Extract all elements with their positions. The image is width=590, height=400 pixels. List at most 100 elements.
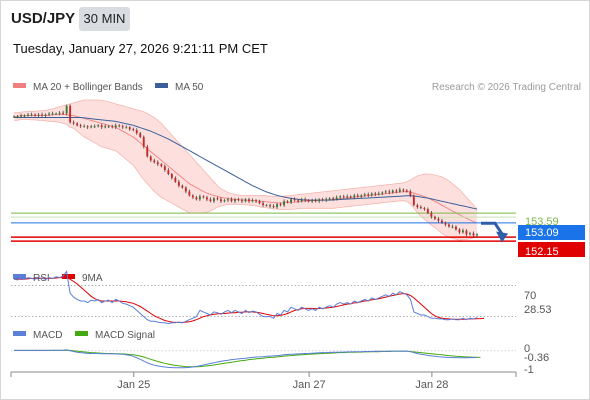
price-candle-body xyxy=(314,200,317,202)
price-candle-body xyxy=(258,201,261,204)
price-candle-body xyxy=(128,127,131,130)
price-candle-body xyxy=(279,204,282,206)
price-candle-body xyxy=(332,198,335,200)
datetime-label: Tuesday, January 27, 2026 9:21:11 PM CET xyxy=(13,41,268,56)
price-candle-body xyxy=(107,126,110,128)
price-candle-body xyxy=(213,198,215,202)
price-candle-body xyxy=(30,114,33,116)
price-candle-body xyxy=(293,199,296,201)
price-candle-body xyxy=(156,162,159,165)
price-candle-body xyxy=(234,199,236,202)
price-candle-body xyxy=(206,197,208,200)
price-candle-body xyxy=(62,112,64,114)
rsi-line xyxy=(13,270,478,325)
legend-label-macd: MACD xyxy=(33,330,62,341)
price-candle-body xyxy=(237,199,240,201)
legend-swatch-ma50 xyxy=(155,83,168,88)
price-candle-body xyxy=(405,190,408,192)
price-candle-body xyxy=(458,229,461,233)
price-candle-body xyxy=(402,189,405,191)
price-candle-body xyxy=(55,113,57,115)
price-candle-body xyxy=(86,126,89,128)
price-candle-body xyxy=(72,122,75,124)
price-candle-body xyxy=(37,114,40,116)
legend-swatch-bollinger xyxy=(13,83,26,88)
price-candle-body xyxy=(416,205,419,208)
price-candle-body xyxy=(27,114,29,116)
price-candle-body xyxy=(328,198,331,200)
price-candle-body xyxy=(426,209,429,213)
price-candle-body xyxy=(184,187,187,192)
price-candle-body xyxy=(121,126,124,128)
price-candle-body xyxy=(272,206,275,208)
price-candle-body xyxy=(125,127,128,129)
price-candle-body xyxy=(76,123,79,126)
price-candle-body xyxy=(342,196,345,198)
price-candle-body xyxy=(269,205,271,207)
price-candle-body xyxy=(44,114,47,116)
price-candle-body xyxy=(325,199,328,201)
price-candle-body xyxy=(111,126,114,128)
price-candle-body xyxy=(100,125,103,128)
forecast-arrow-head xyxy=(496,231,508,243)
price-candle-body xyxy=(16,116,19,118)
legend-label-ma50: MA 50 xyxy=(175,82,204,93)
price-candle-body xyxy=(163,166,166,171)
price-candle-body xyxy=(142,137,145,147)
price-candle-body xyxy=(198,196,201,200)
rsi-current-label: 28.53 xyxy=(524,304,552,316)
price-candle-body xyxy=(20,115,22,117)
macd-level-neg1-label: -1 xyxy=(524,364,534,376)
price-candle-body xyxy=(318,199,321,202)
price-candle-body xyxy=(283,201,285,206)
price-candle-body xyxy=(374,193,377,195)
price-candle-body xyxy=(132,129,135,131)
price-candle-body xyxy=(104,126,107,128)
x-axis-label: Jan 25 xyxy=(117,379,150,391)
price-candle-body xyxy=(135,130,138,134)
support-level-label: 152.15 xyxy=(525,246,559,258)
price-candle-body xyxy=(167,170,170,174)
price-candle-body xyxy=(307,200,310,202)
price-candle-body xyxy=(276,204,278,208)
legend-label-9ma: 9MA xyxy=(82,273,103,284)
price-candle-body xyxy=(220,199,222,202)
price-candle-body xyxy=(227,199,229,201)
price-candle-body xyxy=(444,222,447,225)
price-candle-body xyxy=(230,199,233,202)
price-candle-body xyxy=(304,199,307,201)
price-candle-body xyxy=(13,116,15,118)
bollinger-upper-line xyxy=(14,99,478,210)
macd-level-0-label: 0 xyxy=(524,343,530,355)
price-candle-body xyxy=(181,185,184,188)
rsi-panel xyxy=(11,270,516,325)
ma50-line xyxy=(14,117,478,210)
pivot-level-label: 153.09 xyxy=(525,227,559,239)
price-candle-body xyxy=(265,205,268,207)
price-candle-body xyxy=(223,200,226,202)
pivot-level-tag xyxy=(518,225,585,240)
price-candle-body xyxy=(423,208,426,210)
price-candle-body xyxy=(398,189,401,192)
price-candle-body xyxy=(356,195,359,197)
price-candle-body xyxy=(335,197,338,200)
price-candle-body xyxy=(286,201,289,203)
legend-label-macd-signal: MACD Signal xyxy=(95,330,155,341)
price-candle-body xyxy=(455,226,457,230)
price-candle-body xyxy=(388,191,391,193)
price-candle-body xyxy=(437,218,440,221)
timeframe-button[interactable]: 30 MIN xyxy=(79,7,130,31)
macd-line xyxy=(14,349,478,369)
price-candle-body xyxy=(290,199,292,203)
price-candle-body xyxy=(83,126,86,128)
price-candle-body xyxy=(146,146,149,157)
price-candle-body xyxy=(448,224,450,227)
rsi-level-70-label: 70 xyxy=(524,290,536,302)
legend-label-bollinger: MA 20 + Bollinger Bands xyxy=(33,82,143,93)
price-candle-body xyxy=(349,196,352,198)
symbol-title: USD/JPY xyxy=(11,10,76,27)
price-candle-body xyxy=(370,193,373,196)
price-candle-body xyxy=(353,195,356,198)
price-candle-body xyxy=(321,199,324,201)
price-candle-body xyxy=(395,190,398,192)
